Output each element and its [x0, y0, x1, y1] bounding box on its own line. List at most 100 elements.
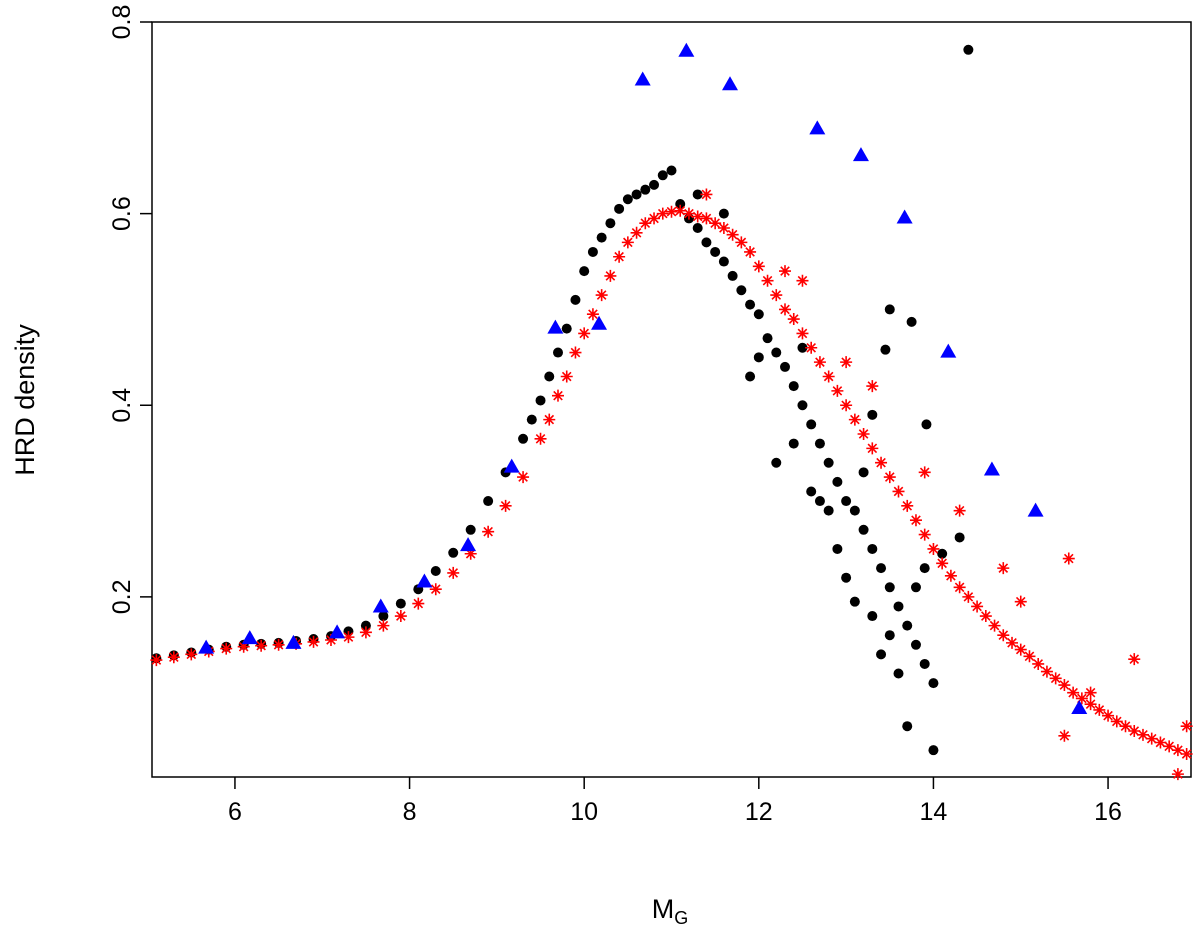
data-point-asterisk — [1067, 686, 1080, 699]
data-point-circle — [622, 194, 633, 205]
data-point-circle — [360, 620, 371, 631]
data-point-circle — [561, 323, 572, 334]
x-tick-label: 12 — [745, 798, 773, 826]
x-tick-label: 8 — [403, 798, 417, 826]
data-point-triangle — [678, 42, 695, 57]
plot-frame — [151, 21, 1192, 778]
data-point-asterisk — [918, 528, 931, 541]
data-point-asterisk — [1040, 665, 1053, 678]
data-point-circle — [378, 611, 389, 622]
data-point-asterisk — [630, 226, 643, 239]
data-point-circle — [518, 433, 529, 444]
data-point-circle — [649, 179, 660, 190]
data-point-asterisk — [648, 212, 661, 225]
data-point-asterisk — [805, 341, 818, 354]
data-point-circle — [906, 316, 917, 327]
data-point-asterisk — [167, 651, 180, 664]
data-point-asterisk — [761, 274, 774, 287]
data-point-asterisk — [674, 204, 687, 217]
data-point-circle — [587, 246, 598, 257]
x-tick-label: 14 — [920, 798, 948, 826]
x-tick-label: 6 — [228, 798, 242, 826]
data-point-asterisk — [1110, 715, 1123, 728]
data-point-circle — [640, 184, 651, 195]
data-point-asterisk — [796, 274, 809, 287]
data-point-asterisk — [621, 236, 634, 249]
data-point-circle — [963, 44, 974, 55]
data-point-asterisk — [342, 631, 355, 644]
data-point-asterisk — [1128, 653, 1141, 666]
data-point-asterisk — [691, 210, 704, 223]
data-point-circle — [884, 630, 895, 641]
data-point-circle — [710, 246, 721, 257]
data-point-circle — [788, 381, 799, 392]
data-point-asterisk — [1084, 686, 1097, 699]
data-point-asterisk — [822, 370, 835, 383]
data-point-asterisk — [918, 466, 931, 479]
data-point-asterisk — [569, 346, 582, 359]
data-point-circle — [867, 543, 878, 554]
series-1 — [150, 188, 1193, 781]
data-point-circle — [902, 721, 913, 732]
data-point-circle — [849, 505, 860, 516]
data-point-circle — [535, 395, 546, 406]
data-point-asterisk — [464, 547, 477, 560]
data-point-circle — [832, 543, 843, 554]
data-point-triangle — [416, 573, 433, 588]
data-point-circle — [884, 304, 895, 315]
data-point-asterisk — [997, 562, 1010, 575]
data-point-asterisk — [595, 289, 608, 302]
data-point-asterisk — [551, 389, 564, 402]
data-point-circle — [919, 563, 930, 574]
data-point-circle — [430, 566, 441, 577]
data-point-asterisk — [1014, 643, 1027, 656]
data-point-triangle — [940, 343, 957, 358]
data-point-circle — [745, 371, 756, 382]
data-point-asterisk — [586, 308, 599, 321]
data-point-asterisk — [1093, 703, 1106, 716]
data-point-asterisk — [979, 610, 992, 623]
data-point-asterisk — [534, 432, 547, 445]
data-point-circle — [921, 419, 932, 430]
data-point-circle — [806, 419, 817, 430]
data-point-circle — [806, 486, 817, 497]
data-point-asterisk — [656, 207, 669, 220]
data-point-triangle — [809, 120, 826, 135]
data-point-circle — [902, 620, 913, 631]
data-point-asterisk — [377, 619, 390, 632]
data-point-asterisk — [1032, 657, 1045, 670]
data-point-asterisk — [936, 557, 949, 570]
data-point-asterisk — [272, 638, 285, 651]
series-2 — [198, 42, 1088, 715]
data-point-asterisk — [665, 205, 678, 218]
data-point-circle — [814, 438, 825, 449]
data-point-circle — [832, 476, 843, 487]
data-point-circle — [814, 496, 825, 507]
data-point-circle — [579, 266, 590, 277]
data-point-circle — [797, 342, 808, 353]
y-axis: 0.2 0.4 0.6 0.8 — [108, 5, 152, 614]
data-point-asterisk — [988, 619, 1001, 632]
data-point-asterisk — [779, 303, 792, 316]
data-point-asterisk — [892, 485, 905, 498]
data-point-asterisk — [997, 629, 1010, 642]
data-point-triangle — [634, 71, 651, 86]
data-point-circle — [788, 438, 799, 449]
data-point-asterisk — [1062, 552, 1075, 565]
data-point-asterisk — [866, 380, 879, 393]
data-point-circle — [692, 222, 703, 233]
data-point-circle — [771, 347, 782, 358]
data-point-circle — [910, 639, 921, 650]
data-point-circle — [675, 199, 686, 210]
x-axis: 6 8 10 12 14 16 — [228, 777, 1122, 826]
data-point-circle — [570, 294, 581, 305]
data-point-triangle — [1027, 502, 1044, 517]
data-point-circle — [448, 547, 459, 558]
data-point-circle — [631, 189, 642, 200]
data-point-asterisk — [857, 427, 870, 440]
data-point-circle — [823, 505, 834, 516]
data-point-asterisk — [927, 542, 940, 555]
data-point-asterisk — [840, 399, 853, 412]
data-point-asterisk — [482, 525, 495, 538]
data-point-triangle — [372, 598, 389, 613]
